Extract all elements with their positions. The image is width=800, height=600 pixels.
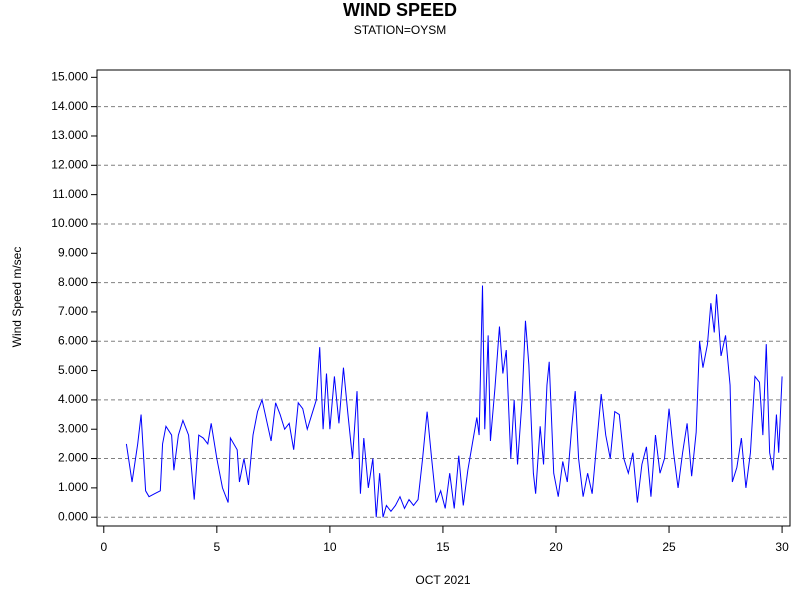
y-tick-label: 6.000 <box>58 333 88 347</box>
y-tick-label: 4.000 <box>58 392 88 406</box>
x-axis-label: OCT 2021 <box>415 573 470 587</box>
x-tick-label: 0 <box>100 540 107 554</box>
plot-frame <box>96 69 791 527</box>
x-tick-label: 5 <box>213 540 220 554</box>
y-tick-label: 3.000 <box>58 421 88 435</box>
x-tick-label: 25 <box>662 540 676 554</box>
y-tick-label: 0.000 <box>58 509 88 523</box>
y-tick-label: 13.000 <box>51 128 88 142</box>
y-tick-label: 12.000 <box>51 157 88 171</box>
y-tick-label: 14.000 <box>51 99 88 113</box>
x-tick-label: 30 <box>775 540 789 554</box>
y-tick-label: 5.000 <box>58 363 88 377</box>
y-tick-label: 7.000 <box>58 304 88 318</box>
y-tick-label: 1.000 <box>58 480 88 494</box>
chart-subtitle: STATION=OYSM <box>354 23 447 37</box>
y-tick-label: 10.000 <box>51 216 88 230</box>
chart-title: WIND SPEED <box>343 0 457 20</box>
x-tick-label: 20 <box>549 540 563 554</box>
x-tick-label: 10 <box>323 540 337 554</box>
y-tick-label: 11.000 <box>52 187 88 201</box>
y-tick-label: 8.000 <box>58 275 88 289</box>
y-tick-label: 15.000 <box>51 70 88 84</box>
y-tick-label: 9.000 <box>58 245 88 259</box>
x-tick-label: 15 <box>436 540 450 554</box>
data-line <box>125 285 783 518</box>
y-axis-label: Wind Speed m/sec <box>10 247 24 348</box>
y-tick-label: 2.000 <box>58 451 88 465</box>
